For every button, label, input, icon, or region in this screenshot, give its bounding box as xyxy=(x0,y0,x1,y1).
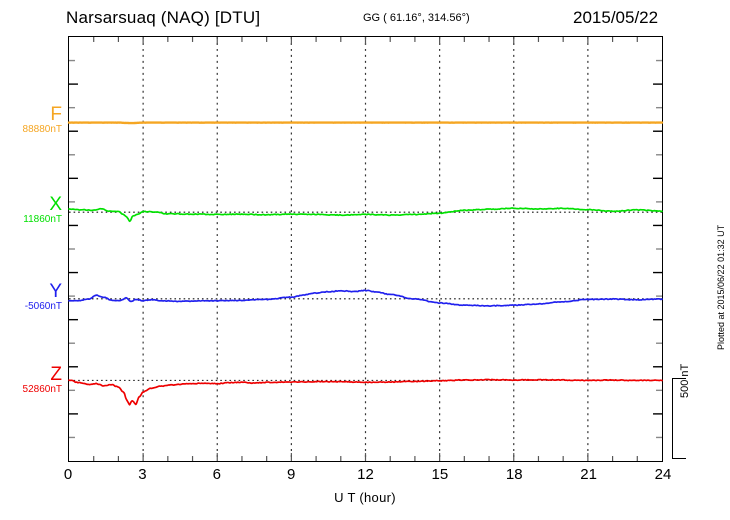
x-axis-tick-label-6: 6 xyxy=(212,466,221,483)
scale-bar xyxy=(672,378,686,459)
trace-F xyxy=(67,121,664,125)
x-axis-tick-label-24: 24 xyxy=(654,466,672,483)
x-axis-tick-label-0: 0 xyxy=(63,466,73,483)
component-value-F: 88880nT xyxy=(22,124,62,135)
component-symbol-X: X xyxy=(49,194,62,215)
component-symbol-F: F xyxy=(50,104,62,125)
component-value-Z: 52860nT xyxy=(22,384,62,395)
component-value-Y: -5060nT xyxy=(24,301,62,312)
x-axis-tick-label-18: 18 xyxy=(505,466,523,483)
geographic-coordinates: GG ( 61.16°, 314.56°) xyxy=(363,12,470,24)
x-axis-tick-label-3: 3 xyxy=(138,466,147,483)
trace-Y xyxy=(68,289,663,307)
scale-bar-label: 500 nT xyxy=(679,363,691,398)
component-label-F: F 88880nT xyxy=(0,104,62,136)
x-axis-tick-label-12: 12 xyxy=(357,466,374,483)
magnetogram-plot-frame xyxy=(67,36,664,462)
magnetogram-svg xyxy=(67,37,664,461)
x-axis-tick-label-21: 21 xyxy=(580,466,597,483)
trace-X xyxy=(68,207,663,223)
x-axis-tick-label-15: 15 xyxy=(431,466,449,483)
component-label-Z: Z 52860nT xyxy=(0,364,62,396)
page-title: Narsarsuaq (NAQ) [DTU] xyxy=(66,8,261,27)
x-axis-title: U T (hour) xyxy=(334,490,396,505)
x-axis-tick-label-9: 9 xyxy=(286,466,296,483)
component-label-X: X 11860nT xyxy=(0,194,62,226)
component-symbol-Y: Y xyxy=(49,281,62,302)
component-symbol-Z: Z xyxy=(50,364,62,385)
trace-Z xyxy=(68,378,663,406)
component-value-X: 11860nT xyxy=(23,214,62,225)
observation-date: 2015/05/22 xyxy=(573,8,659,27)
plotted-at-timestamp: Plotted at 2015/06/22 01:32 UT xyxy=(716,224,726,350)
component-label-Y: Y -5060nT xyxy=(0,281,62,313)
